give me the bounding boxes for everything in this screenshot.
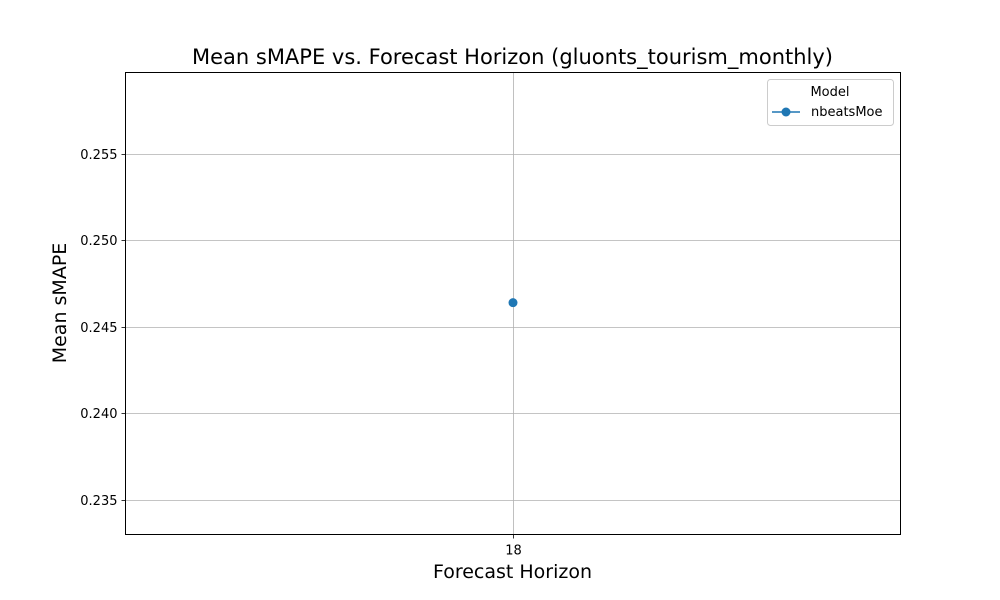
y-tick-label: 0.255 (80, 148, 117, 163)
y-tick-label: 0.245 (80, 321, 117, 336)
legend-box (767, 79, 894, 126)
legend-series-marker (781, 107, 791, 117)
y-tick-label: 0.240 (80, 407, 117, 422)
y-tick-label: 0.235 (80, 494, 117, 509)
y-axis-ticks: 0.235 0.240 0.245 0.250 0.255 (80, 148, 126, 509)
legend-title: Model (810, 85, 849, 100)
data-point (508, 298, 518, 308)
x-axis-label: Forecast Horizon (433, 561, 592, 583)
plot-area-frame (125, 72, 901, 535)
chart-title: Mean sMAPE vs. Forecast Horizon (gluonts… (192, 45, 833, 70)
y-axis-label: Mean sMAPE (49, 243, 71, 364)
y-tick-label: 0.250 (80, 234, 117, 249)
legend-series-label: nbeatsMoe (811, 105, 883, 120)
legend: Model nbeatsMoe (767, 79, 894, 126)
x-axis-ticks: 18 (505, 534, 522, 559)
series-layer (508, 298, 518, 308)
x-tick-label: 18 (505, 544, 522, 559)
